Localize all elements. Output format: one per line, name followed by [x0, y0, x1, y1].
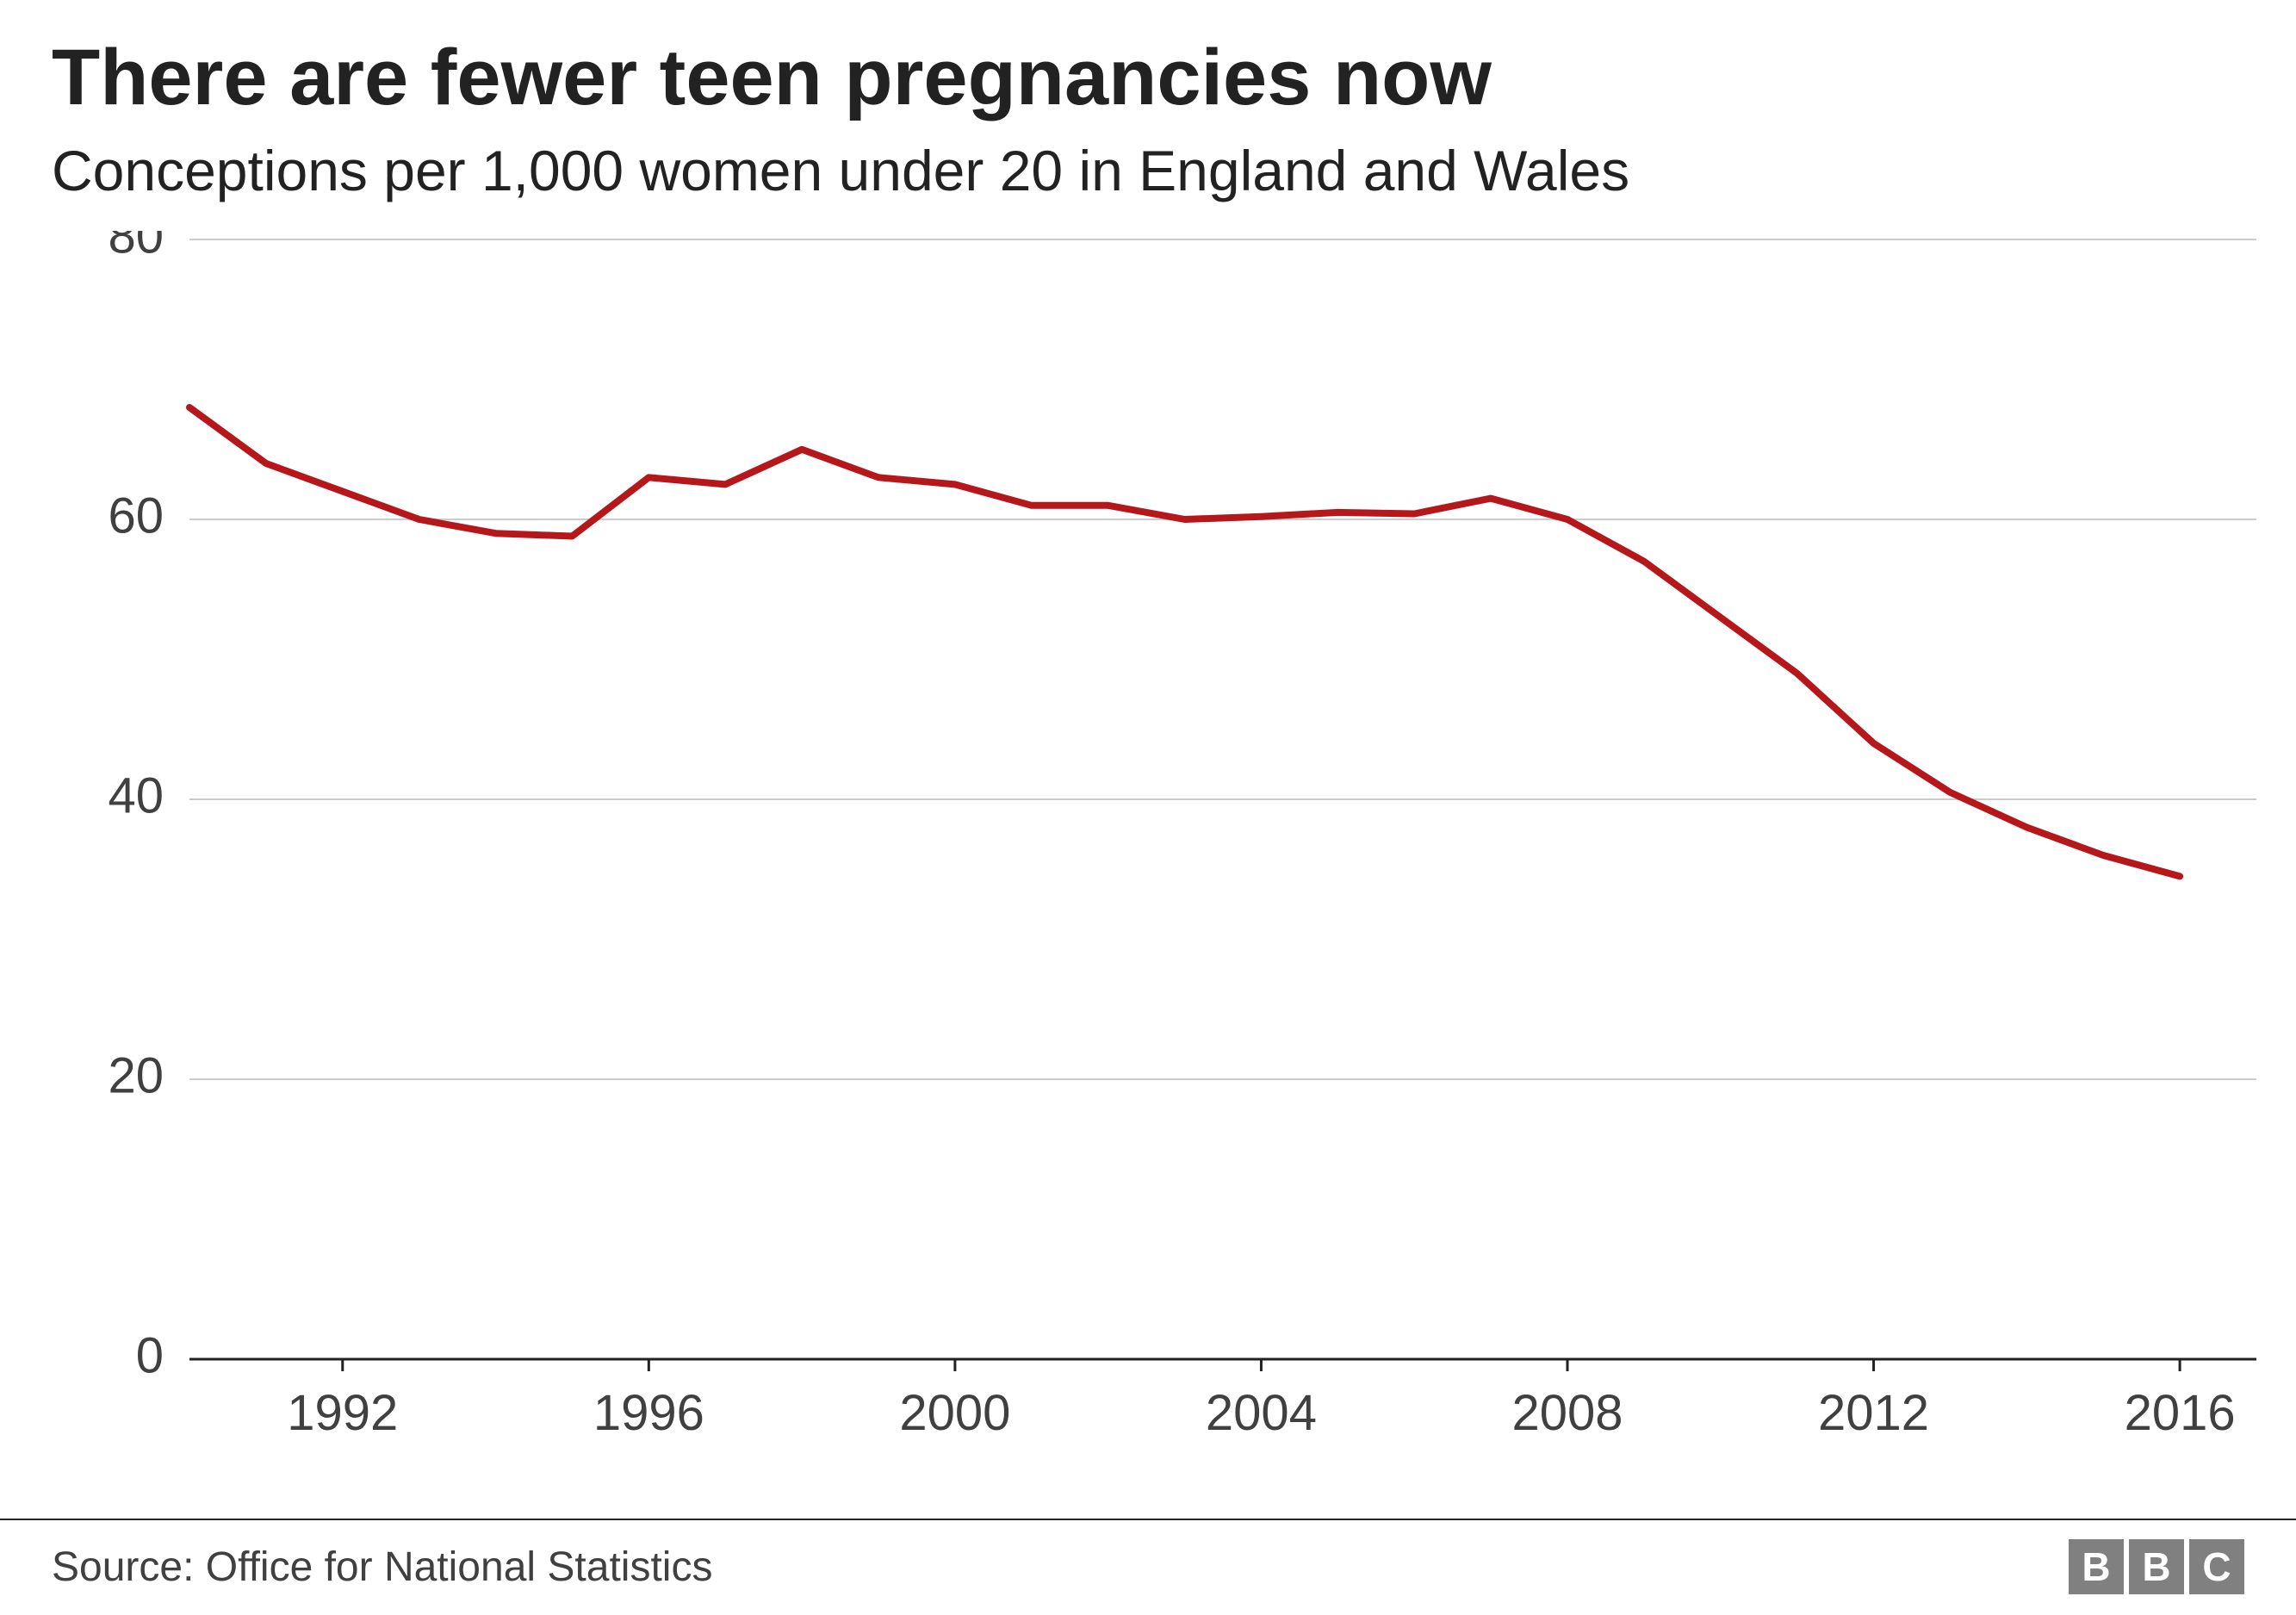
y-axis-label: 20 [108, 1048, 164, 1104]
y-axis-label: 40 [108, 768, 164, 824]
x-axis-label: 2016 [2125, 1385, 2236, 1441]
x-axis-label: 1992 [287, 1385, 398, 1441]
bbc-logo-block: B [2069, 1539, 2124, 1594]
y-axis-label: 60 [108, 488, 164, 544]
x-axis-label: 2000 [899, 1385, 1010, 1441]
bbc-logo: BBC [2069, 1539, 2244, 1594]
chart-subtitle: Conceptions per 1,000 women under 20 in … [52, 137, 2244, 205]
chart-plot-area: 0 20 40 60 80 1992 1996 2000 2004 2008 2012 2016 [52, 231, 2244, 1471]
data-series-line [189, 407, 2180, 876]
y-axis-label: 80 [108, 231, 164, 264]
y-axis-label: 0 [136, 1328, 164, 1384]
x-axis-label: 2012 [1818, 1385, 1929, 1441]
chart-title: There are fewer teen pregnancies now [52, 34, 2244, 121]
x-axis-label: 1996 [593, 1385, 704, 1441]
line-chart-svg: 0 20 40 60 80 1992 1996 2000 2004 2008 2012 2016 [52, 231, 2291, 1471]
x-axis-label: 2008 [1511, 1385, 1623, 1441]
bbc-logo-block: B [2129, 1539, 2184, 1594]
source-attribution: Source: Office for National Statistics [52, 1544, 712, 1591]
x-axis-label: 2004 [1206, 1385, 1317, 1441]
chart-container: There are fewer teen pregnancies now Con… [0, 0, 2296, 1615]
bbc-logo-block: C [2189, 1539, 2244, 1594]
footer-divider [0, 1519, 2296, 1520]
chart-footer: Source: Office for National Statistics B… [0, 1539, 2296, 1594]
